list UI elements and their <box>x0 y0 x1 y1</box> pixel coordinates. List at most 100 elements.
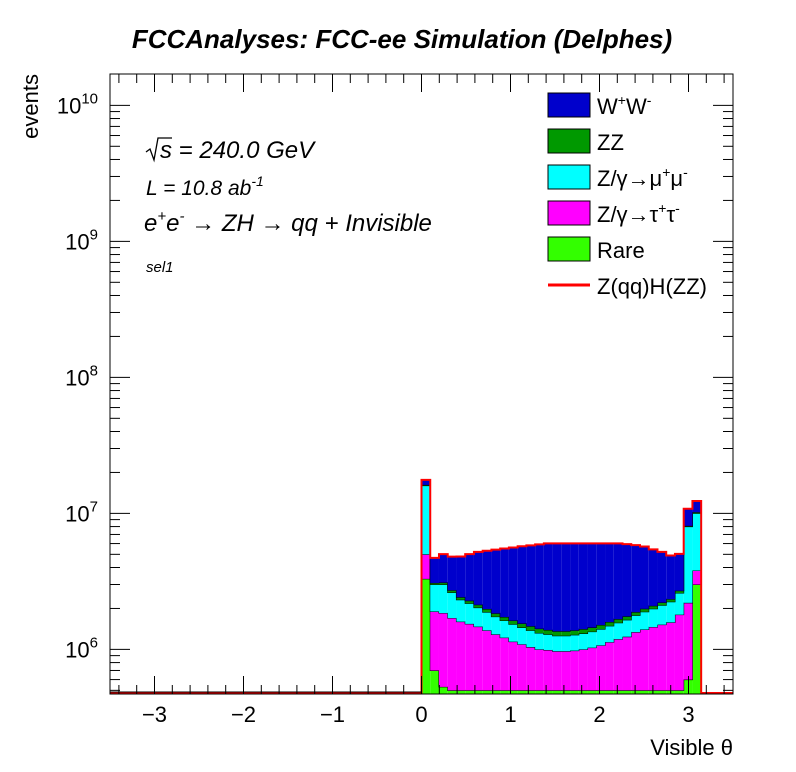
bar <box>456 597 466 600</box>
bar <box>666 622 675 691</box>
y-tick-label: 108 <box>65 362 98 390</box>
legend-swatch <box>547 236 591 262</box>
bar <box>648 627 658 691</box>
bar <box>605 543 614 623</box>
bar <box>605 622 614 626</box>
bar <box>430 582 439 585</box>
bar <box>421 554 431 579</box>
x-tick-label: −1 <box>320 702 345 727</box>
bar <box>438 686 448 694</box>
bar <box>500 617 509 621</box>
bar <box>456 690 466 694</box>
bar <box>631 615 640 633</box>
bar <box>447 618 457 691</box>
bar <box>639 546 649 609</box>
bar <box>517 623 527 628</box>
bar <box>674 590 684 593</box>
bar <box>543 690 553 694</box>
bar <box>517 690 527 694</box>
legend-label: Z/γ→μ+μ- <box>597 164 688 191</box>
bar <box>683 526 693 603</box>
series-outline <box>421 485 702 694</box>
bar <box>535 628 544 634</box>
bar <box>587 543 597 628</box>
bar <box>622 616 632 620</box>
bar <box>596 625 606 630</box>
legend-label: Z/γ→τ+τ- <box>597 200 680 227</box>
x-tick-label: 0 <box>415 702 427 727</box>
bar <box>465 554 474 601</box>
bar <box>639 611 649 630</box>
bar <box>613 690 623 694</box>
bar <box>500 620 509 638</box>
legend: W+W- ZZ Z/γ→μ+μ- Z/γ→τ+τ- Rare Z(qq)H(ZZ) <box>547 92 707 299</box>
y-tick-label: 107 <box>65 498 98 526</box>
series-w-w- <box>421 479 702 694</box>
bar <box>473 552 483 605</box>
legend-swatch <box>547 128 591 154</box>
bar <box>613 543 623 620</box>
x-axis-label: Visible θ <box>650 735 733 760</box>
bar <box>587 647 597 691</box>
bar <box>552 543 562 632</box>
bar <box>508 620 518 625</box>
bar <box>631 612 640 616</box>
bar <box>447 556 457 591</box>
bar <box>465 603 474 624</box>
legend-label: W+W- <box>597 92 652 119</box>
bar <box>456 621 466 691</box>
bar <box>473 607 483 627</box>
bar <box>605 642 614 691</box>
bar <box>482 550 492 610</box>
bar <box>552 690 562 694</box>
signal-histogram <box>110 478 733 694</box>
bar <box>465 623 474 691</box>
bar <box>631 545 640 613</box>
bar <box>674 592 684 615</box>
bar <box>438 584 448 614</box>
bar <box>535 649 544 691</box>
bar <box>657 690 667 694</box>
bar <box>517 627 527 645</box>
bar <box>578 649 588 691</box>
bar <box>473 626 483 691</box>
bar <box>578 629 588 634</box>
bar <box>631 632 640 691</box>
bar <box>473 690 483 694</box>
bar <box>517 546 527 624</box>
bar <box>561 543 571 632</box>
x-tick-label: −2 <box>231 702 256 727</box>
bar <box>674 614 684 691</box>
bar <box>648 605 658 609</box>
bar <box>535 544 544 629</box>
bar <box>456 599 466 622</box>
bar <box>692 570 702 585</box>
bar <box>631 690 640 694</box>
bar <box>447 592 457 619</box>
bar <box>657 552 667 603</box>
axes: −3 −2 −1 0 1 2 3 106 107 108 109 1010 <box>57 73 734 727</box>
bar <box>596 690 606 694</box>
bar <box>552 635 562 652</box>
bar <box>657 605 667 625</box>
bar <box>543 543 553 630</box>
bar <box>430 557 439 583</box>
bar <box>587 690 597 694</box>
bar <box>578 543 588 630</box>
chart-title: FCCAnalyses: FCC-ee Simulation (Delphes) <box>132 24 672 54</box>
bar <box>596 543 606 626</box>
bar <box>552 631 562 636</box>
bar <box>491 616 501 635</box>
svg-text:s = 240.0 GeV: s = 240.0 GeV <box>160 137 316 164</box>
bar <box>613 619 623 623</box>
bar <box>578 690 588 694</box>
bar <box>578 633 588 650</box>
bar <box>692 513 702 571</box>
bar <box>517 644 527 691</box>
bar <box>692 512 702 514</box>
y-axis-label: events <box>18 74 43 139</box>
x-tick-label: 2 <box>593 702 605 727</box>
legend-label: ZZ <box>597 130 624 155</box>
bar <box>552 651 562 691</box>
bar <box>605 690 614 694</box>
